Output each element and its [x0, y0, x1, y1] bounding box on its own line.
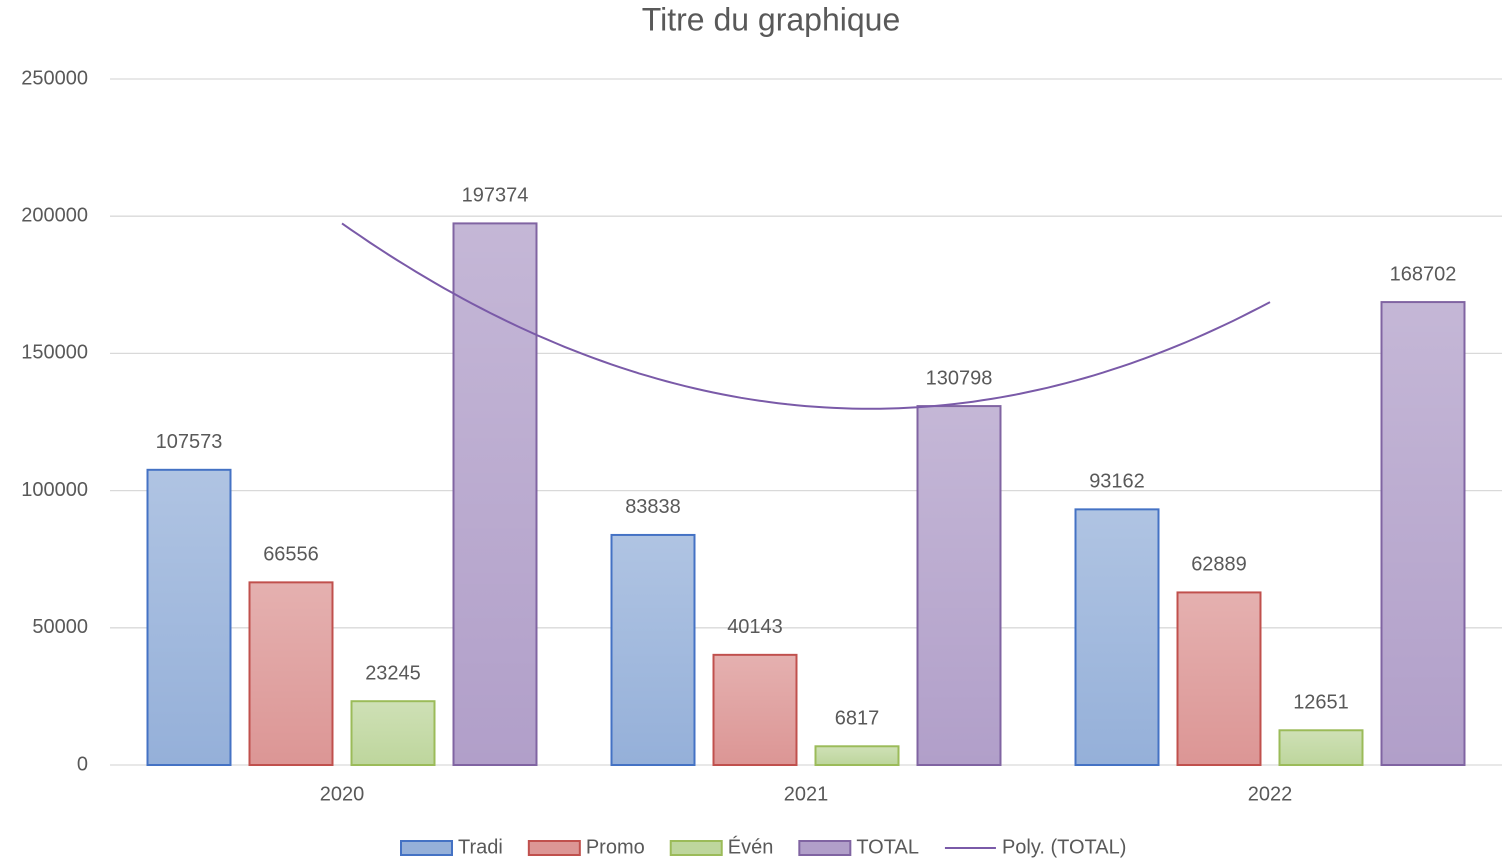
y-tick-label: 0	[77, 753, 88, 775]
legend-label: Évén	[728, 835, 774, 858]
data-label: 197374	[462, 185, 529, 207]
bar-shine	[816, 747, 898, 764]
y-tick-label: 250000	[21, 67, 88, 89]
x-tick-label: 2022	[1248, 783, 1293, 805]
bar-shine	[1280, 731, 1362, 764]
bar-shine	[148, 470, 230, 764]
bar-shine	[250, 583, 332, 764]
legend-label: TOTAL	[856, 836, 919, 858]
bar-shine	[454, 224, 536, 764]
bar-shine	[612, 535, 694, 764]
data-label: 107573	[156, 431, 223, 453]
data-label: 23245	[365, 662, 421, 684]
data-label: 6817	[835, 708, 880, 730]
data-label: 12651	[1293, 692, 1349, 714]
legend-label: Promo	[586, 836, 645, 858]
data-label: 40143	[727, 616, 783, 638]
legend-swatch	[527, 840, 581, 856]
y-tick-label: 200000	[21, 204, 88, 226]
legend-swatch	[669, 840, 723, 856]
legend-label: Poly. (TOTAL)	[1002, 836, 1126, 858]
y-tick-label: 100000	[21, 479, 88, 501]
y-tick-label: 50000	[32, 616, 88, 638]
legend-swatch	[798, 840, 852, 856]
data-label: 66556	[263, 544, 319, 566]
trendline	[341, 222, 1271, 410]
data-label: 168702	[1390, 263, 1457, 285]
data-label: 130798	[926, 367, 993, 389]
bar-shine	[1076, 510, 1158, 764]
bar-shine	[918, 407, 1000, 764]
legend-swatch	[400, 840, 453, 856]
legend-label: Tradi	[458, 836, 503, 858]
bar-shine	[1382, 303, 1464, 764]
x-tick-label: 2021	[784, 783, 829, 805]
chart-title: Titre du graphique	[642, 1, 901, 37]
data-label: 93162	[1089, 471, 1145, 493]
bar-shine	[1178, 593, 1260, 764]
bar-shine	[352, 702, 434, 764]
data-label: 62889	[1191, 554, 1247, 576]
y-tick-label: 150000	[21, 342, 88, 364]
x-tick-label: 2020	[320, 783, 365, 805]
data-label: 83838	[625, 496, 681, 518]
bar-shine	[714, 655, 796, 764]
